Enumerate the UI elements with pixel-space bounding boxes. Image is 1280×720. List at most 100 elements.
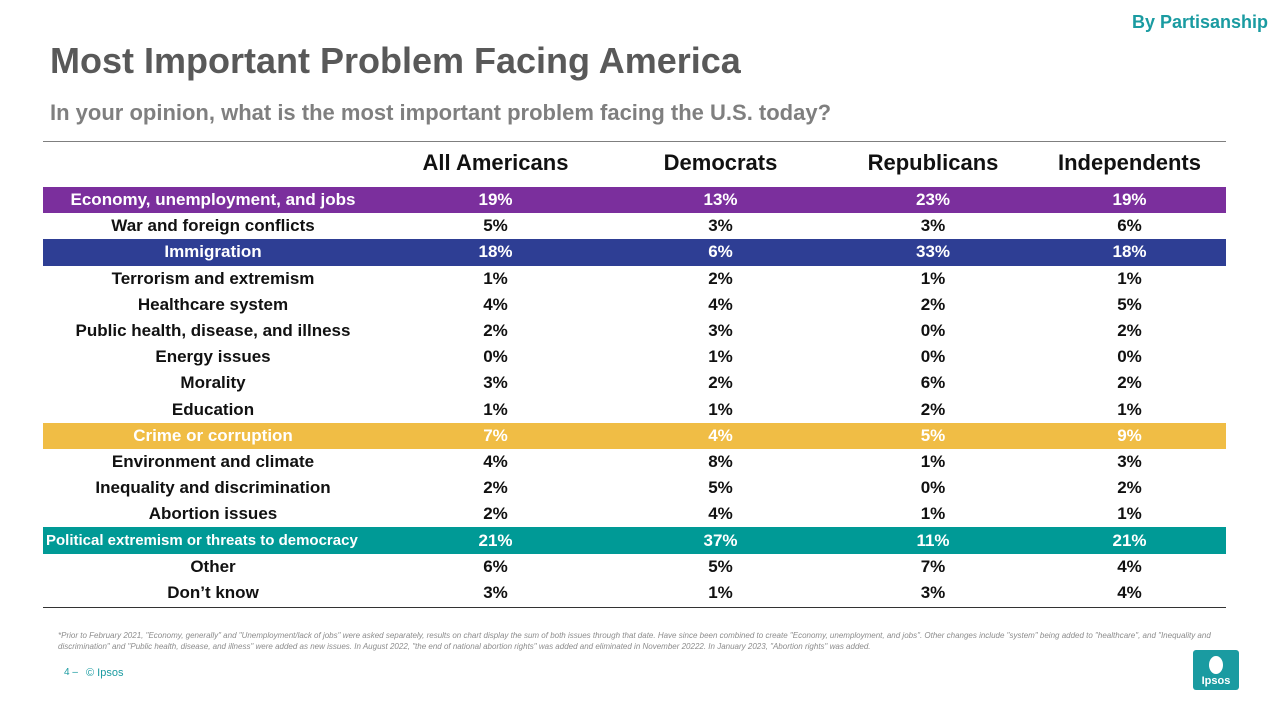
- row-label: Inequality and discrimination: [95, 478, 331, 498]
- ipsos-logo: Ipsos: [1193, 650, 1239, 690]
- row-value: 4%: [1117, 556, 1142, 576]
- row-value: 2%: [1117, 373, 1142, 393]
- row-value: 1%: [708, 399, 733, 419]
- row-value: 3%: [483, 582, 508, 602]
- row-value: 6%: [1117, 216, 1142, 236]
- table-row: War and foreign conflicts 5% 3% 3% 6%: [43, 213, 1226, 239]
- row-value: 3%: [920, 582, 946, 602]
- row-value: 0%: [920, 321, 946, 341]
- row-value: 37%: [703, 530, 738, 550]
- row-value: 13%: [703, 190, 738, 210]
- row-value: 5%: [920, 425, 946, 445]
- row-label: Political extremism or threats to democr…: [46, 532, 358, 550]
- section-tag: By Partisanship: [1131, 12, 1268, 32]
- table-row: Inequality and discrimination 2% 5% 0% 2%: [43, 475, 1226, 501]
- table-row: Crime or corruption 7% 4% 5% 9%: [43, 422, 1226, 449]
- row-label: Morality: [180, 373, 246, 393]
- row-label: Abortion issues: [148, 504, 278, 524]
- table-row: Education 1% 1% 2% 1%: [43, 397, 1226, 423]
- row-value: 0%: [483, 347, 508, 367]
- row-value: 4%: [708, 425, 733, 445]
- row-value: 5%: [1117, 294, 1142, 314]
- row-label: Economy, unemployment, and jobs: [70, 190, 356, 210]
- row-value: 4%: [483, 294, 508, 314]
- table-row: Healthcare system 4% 4% 2% 5%: [43, 292, 1226, 318]
- row-value: 23%: [915, 190, 951, 210]
- row-label: Public health, disease, and illness: [75, 321, 351, 341]
- row-value: 1%: [1117, 399, 1142, 419]
- row-value: 4%: [708, 294, 733, 314]
- table-row: Economy, unemployment, and jobs 19% 13% 23%…: [43, 187, 1226, 214]
- row-label: Crime or corruption: [133, 425, 293, 445]
- table-row: Morality 3% 2% 6% 2%: [43, 370, 1226, 396]
- row-value: 5%: [708, 478, 733, 498]
- row-value: 1%: [1117, 504, 1142, 524]
- row-label: Immigration: [164, 242, 262, 262]
- results-table-body: Economy, unemployment, and jobs 19% 13% 23%…: [43, 187, 1226, 606]
- row-value: 11%: [916, 530, 950, 550]
- row-value: 6%: [920, 373, 946, 393]
- row-value: 2%: [1117, 478, 1142, 498]
- row-value: 4%: [1117, 582, 1142, 602]
- row-value: 2%: [483, 321, 508, 341]
- page-number: 4 –: [64, 667, 78, 678]
- row-value: 2%: [483, 504, 508, 524]
- row-value: 1%: [483, 268, 508, 288]
- table-row: Other 6% 5% 7% 4%: [43, 554, 1226, 580]
- row-value: 1%: [920, 451, 946, 471]
- row-value: 3%: [920, 216, 946, 236]
- row-value: 8%: [708, 451, 733, 471]
- row-value: 9%: [1117, 425, 1142, 445]
- table-row: Public health, disease, and illness 2% 3% 0…: [43, 318, 1226, 344]
- row-value: 5%: [708, 556, 733, 576]
- row-value: 2%: [920, 399, 946, 419]
- top-divider: [43, 141, 1226, 142]
- logo-icon: [1209, 656, 1223, 674]
- row-value: 18%: [1112, 242, 1147, 262]
- row-label: Terrorism and extremism: [111, 268, 315, 288]
- row-label: Healthcare system: [137, 294, 289, 314]
- row-value: 1%: [920, 268, 946, 288]
- row-value: 6%: [708, 242, 733, 262]
- row-value: 2%: [708, 373, 733, 393]
- row-label: Other: [190, 556, 236, 576]
- logo-text: Ipsos: [1201, 675, 1231, 687]
- copyright: © Ipsos: [86, 667, 124, 679]
- column-header-democrats: Democrats: [663, 150, 778, 175]
- row-value: 4%: [708, 504, 733, 524]
- table-row: Environment and climate 4% 8% 1% 3%: [43, 449, 1226, 475]
- page-subtitle: In your opinion, what is the most import…: [50, 100, 832, 125]
- bottom-divider: [43, 607, 1226, 608]
- row-value: 3%: [1117, 451, 1142, 471]
- column-header-all-americans: All Americans: [422, 150, 569, 175]
- row-label: Education: [171, 399, 255, 419]
- table-row: Political extremism or threats to democr…: [43, 527, 1226, 554]
- page-title: Most Important Problem Facing America: [50, 40, 741, 81]
- table-row: Energy issues 0% 1% 0% 0%: [43, 344, 1226, 370]
- row-label: Don’t know: [167, 582, 259, 602]
- row-value: 5%: [483, 216, 508, 236]
- row-value: 1%: [483, 399, 508, 419]
- row-value: 19%: [1112, 190, 1147, 210]
- row-value: 2%: [920, 294, 946, 314]
- row-value: 2%: [1117, 321, 1142, 341]
- row-value: 0%: [1117, 347, 1142, 367]
- footnote: *Prior to February 2021, "Economy, gener…: [58, 631, 1211, 651]
- row-value: 21%: [478, 530, 513, 550]
- row-value: 19%: [478, 190, 513, 210]
- row-value: 7%: [920, 556, 946, 576]
- row-value: 33%: [915, 242, 951, 262]
- row-value: 1%: [920, 504, 946, 524]
- row-value: 18%: [478, 242, 513, 262]
- table-row: Immigration 18% 6% 33% 18%: [43, 239, 1226, 266]
- row-value: 0%: [920, 347, 946, 367]
- row-value: 6%: [483, 556, 508, 576]
- row-value: 1%: [708, 347, 733, 367]
- table-header: All Americans Democrats Republicans Inde…: [43, 150, 1226, 184]
- row-value: 3%: [708, 216, 733, 236]
- table-row: Terrorism and extremism 1% 2% 1% 1%: [43, 266, 1226, 292]
- row-label: Environment and climate: [111, 451, 315, 471]
- row-value: 3%: [708, 321, 733, 341]
- row-value: 4%: [483, 451, 508, 471]
- column-header-republicans: Republicans: [867, 150, 999, 175]
